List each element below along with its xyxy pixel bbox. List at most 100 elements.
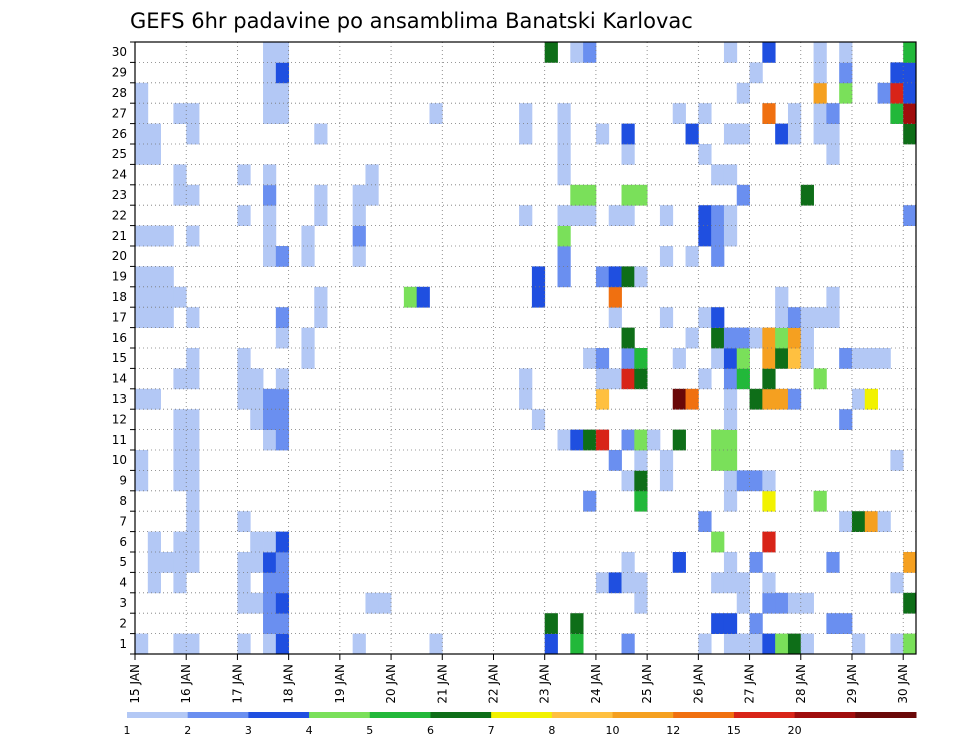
heatmap-cell [160, 307, 174, 328]
y-tick-label: 30 [112, 45, 127, 59]
heatmap-cell [813, 103, 827, 124]
heatmap-cell [557, 246, 571, 267]
heatmap-cell [250, 368, 264, 390]
heatmap-cell [263, 103, 277, 124]
heatmap-cell [275, 613, 290, 634]
heatmap-cell [275, 572, 290, 594]
heatmap-cell [237, 592, 251, 614]
heatmap-cell [314, 286, 328, 308]
heatmap-cell [301, 246, 315, 267]
heatmap-cell [813, 62, 827, 84]
heatmap-cell [160, 225, 174, 247]
heatmap-cell [583, 42, 597, 63]
heatmap-cell [135, 225, 149, 247]
heatmap-cell [263, 82, 277, 104]
heatmap-cell [723, 348, 738, 369]
heatmap-cell [723, 572, 738, 594]
heatmap-cell [160, 552, 174, 573]
heatmap-cell [659, 450, 674, 471]
heatmap-cell [135, 144, 149, 165]
heatmap-cell [800, 327, 814, 349]
heatmap-cell [135, 103, 149, 124]
heatmap-cell [826, 552, 840, 573]
heatmap-cell [621, 429, 635, 451]
heatmap-cell [595, 123, 610, 145]
heatmap-cell [186, 307, 200, 328]
heatmap-cell [621, 633, 635, 655]
heatmap-cell [647, 429, 661, 451]
heatmap-cell [186, 368, 200, 390]
heatmap-cell [186, 184, 200, 206]
heatmap-cell [787, 123, 802, 145]
y-tick-label: 28 [112, 86, 127, 100]
heatmap-cell [723, 429, 738, 451]
heatmap-cell [813, 307, 827, 328]
heatmap-cell [173, 103, 187, 124]
heatmap-cell [749, 633, 763, 655]
heatmap-cell [608, 572, 622, 594]
heatmap-cell [186, 409, 200, 430]
heatmap-cell [173, 286, 187, 308]
heatmap-cell [173, 450, 187, 471]
heatmap-cell [736, 184, 750, 206]
heatmap-cell [186, 123, 200, 145]
colorbar-swatch [491, 712, 553, 718]
heatmap-cell [173, 164, 187, 186]
y-tick-label: 10 [112, 453, 127, 467]
heatmap-cell [723, 327, 738, 349]
heatmap-cell [314, 205, 328, 226]
heatmap-cell [698, 205, 712, 226]
y-tick-label: 7 [119, 514, 127, 528]
heatmap-cell [570, 633, 584, 655]
y-tick-label: 4 [119, 576, 127, 590]
heatmap-cell [352, 184, 366, 206]
x-tick-label: 28 JAN [794, 664, 808, 704]
heatmap-cell [711, 348, 725, 369]
heatmap-cell [698, 225, 712, 247]
x-tick-label: 20 JAN [384, 664, 398, 704]
x-tick-label: 22 JAN [486, 664, 500, 704]
heatmap-cell [787, 307, 802, 328]
heatmap-cell [173, 368, 187, 390]
heatmap-cell [711, 164, 725, 186]
heatmap-cell [570, 184, 584, 206]
heatmap-cell [583, 184, 597, 206]
heatmap-cell [698, 511, 712, 532]
heatmap-cell [135, 82, 149, 104]
chart-title: GEFS 6hr padavine po ansamblima Banatski… [130, 9, 693, 33]
heatmap-cell [621, 368, 635, 390]
heatmap-cell [736, 592, 750, 614]
heatmap-cell [608, 368, 622, 390]
heatmap-cell [890, 633, 904, 655]
heatmap-cell [544, 633, 558, 655]
heatmap-cell [557, 429, 571, 451]
heatmap-cell [877, 82, 891, 104]
heatmap-cell [723, 552, 738, 573]
heatmap-cell [800, 348, 814, 369]
heatmap-cell [659, 307, 674, 328]
heatmap-cell [723, 388, 738, 410]
colorbar-swatch [309, 712, 371, 718]
heatmap-cell [250, 531, 264, 553]
heatmap-cell [723, 225, 738, 247]
heatmap-cell [736, 348, 750, 369]
heatmap-cell [519, 123, 533, 145]
heatmap-cell [723, 633, 738, 655]
heatmap-cell [762, 327, 776, 349]
heatmap-cell [787, 592, 802, 614]
heatmap-cell [263, 205, 277, 226]
heatmap-cell [135, 388, 149, 410]
colorbar-swatch [127, 712, 189, 718]
heatmap-cell [557, 266, 571, 288]
heatmap-cell [263, 62, 277, 84]
heatmap-cell [775, 286, 789, 308]
heatmap-cell [634, 429, 648, 451]
heatmap-cell [237, 572, 251, 594]
heatmap-cell [813, 123, 827, 145]
heatmap-cell [711, 307, 725, 328]
heatmap-cell [544, 613, 558, 634]
y-tick-label: 20 [112, 249, 127, 263]
heatmap-cell [519, 205, 533, 226]
heatmap-cell [352, 246, 366, 267]
heatmap-cell [275, 307, 290, 328]
